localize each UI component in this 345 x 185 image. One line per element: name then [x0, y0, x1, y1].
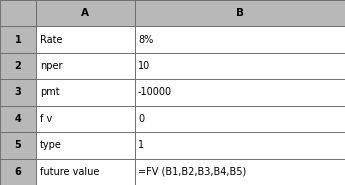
Text: 1: 1	[15, 35, 21, 45]
Text: =FV (B1,B2,B3,B4,B5): =FV (B1,B2,B3,B4,B5)	[138, 167, 246, 177]
Bar	[36, 53, 135, 79]
Bar	[0, 79, 36, 106]
Text: A: A	[81, 8, 89, 18]
Bar	[135, 106, 345, 132]
Text: future value: future value	[40, 167, 99, 177]
Text: B: B	[236, 8, 244, 18]
Text: nper: nper	[40, 61, 62, 71]
Text: 10: 10	[138, 61, 150, 71]
Text: 4: 4	[15, 114, 21, 124]
Text: 3: 3	[15, 88, 21, 97]
Bar	[0, 53, 36, 79]
Bar	[36, 0, 135, 26]
Bar	[36, 26, 135, 53]
Bar	[135, 26, 345, 53]
Bar	[36, 159, 135, 185]
Bar	[135, 0, 345, 26]
Bar	[0, 0, 36, 26]
Text: type: type	[40, 140, 61, 150]
Bar	[135, 132, 345, 159]
Text: 6: 6	[15, 167, 21, 177]
Text: pmt: pmt	[40, 88, 59, 97]
Text: 2: 2	[15, 61, 21, 71]
Text: 8%: 8%	[138, 35, 153, 45]
Bar	[36, 132, 135, 159]
Bar	[135, 53, 345, 79]
Bar	[36, 106, 135, 132]
Bar	[0, 159, 36, 185]
Text: 5: 5	[15, 140, 21, 150]
Text: 1: 1	[138, 140, 144, 150]
Text: 0: 0	[138, 114, 144, 124]
Text: Rate: Rate	[40, 35, 62, 45]
Bar	[0, 26, 36, 53]
Bar	[135, 79, 345, 106]
Text: f v: f v	[40, 114, 52, 124]
Bar	[135, 159, 345, 185]
Text: -10000: -10000	[138, 88, 172, 97]
Bar	[36, 79, 135, 106]
Bar	[0, 106, 36, 132]
Bar	[0, 132, 36, 159]
